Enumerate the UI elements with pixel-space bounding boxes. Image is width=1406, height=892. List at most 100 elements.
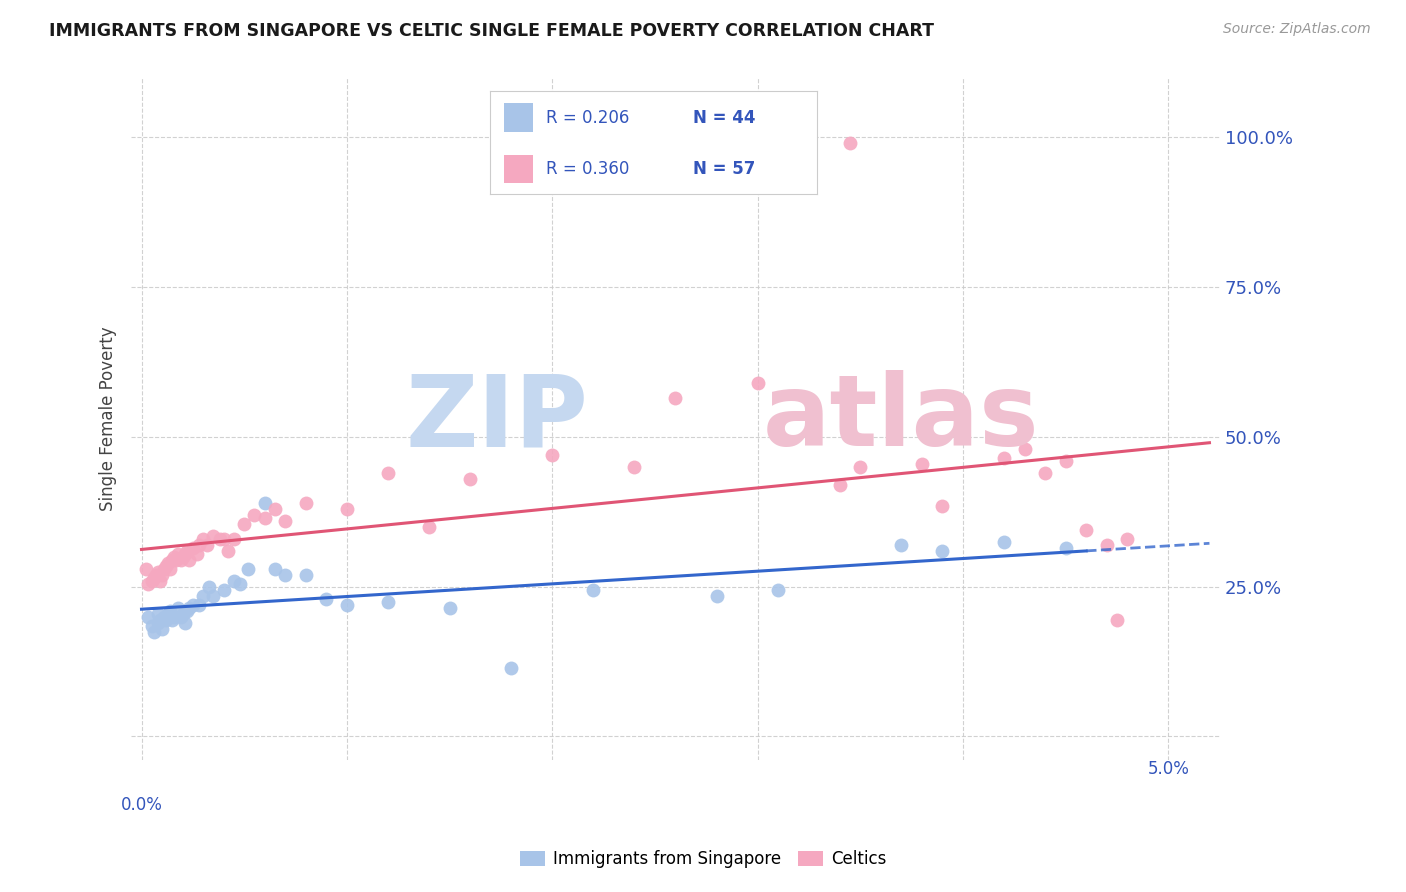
- Point: [176, 543, 198, 558]
- Point: [1054, 541, 1077, 555]
- Text: 5.0%: 5.0%: [1147, 760, 1189, 779]
- Point: [145, 567, 167, 582]
- Point: [177, 600, 200, 615]
- Point: [458, 472, 481, 486]
- Point: [188, 598, 211, 612]
- Point: [501, 660, 523, 674]
- Point: [188, 538, 211, 552]
- Point: [173, 615, 195, 630]
- Point: [1054, 454, 1077, 468]
- Point: [238, 562, 260, 576]
- Point: [377, 594, 399, 608]
- Point: [141, 618, 163, 632]
- Point: [167, 600, 190, 615]
- Point: [159, 562, 181, 576]
- Point: [198, 580, 221, 594]
- Point: [155, 558, 177, 573]
- Point: [176, 604, 198, 618]
- Point: [212, 532, 235, 546]
- Point: [253, 496, 276, 510]
- Point: [153, 609, 176, 624]
- Point: [141, 574, 163, 588]
- Point: [142, 624, 165, 639]
- Point: [911, 457, 934, 471]
- Point: [1076, 523, 1098, 537]
- Point: [150, 622, 173, 636]
- Point: [149, 613, 172, 627]
- Point: [177, 552, 200, 566]
- Point: [173, 547, 195, 561]
- Point: [993, 450, 1015, 465]
- Point: [890, 538, 912, 552]
- Point: [931, 543, 953, 558]
- Point: [766, 582, 789, 597]
- Point: [243, 508, 266, 522]
- Point: [418, 520, 440, 534]
- Legend: Immigrants from Singapore, Celtics: Immigrants from Singapore, Celtics: [513, 844, 893, 875]
- Point: [274, 567, 297, 582]
- Point: [439, 600, 461, 615]
- Point: [295, 496, 318, 510]
- Point: [153, 562, 176, 576]
- Point: [706, 589, 728, 603]
- Point: [208, 532, 231, 546]
- Point: [1014, 442, 1036, 456]
- Point: [212, 582, 235, 597]
- Point: [181, 598, 204, 612]
- Point: [202, 529, 225, 543]
- Point: [582, 582, 605, 597]
- Point: [541, 448, 564, 462]
- Point: [157, 556, 180, 570]
- Point: [162, 613, 184, 627]
- Point: [336, 501, 359, 516]
- Point: [217, 543, 239, 558]
- Text: IMMIGRANTS FROM SINGAPORE VS CELTIC SINGLE FEMALE POVERTY CORRELATION CHART: IMMIGRANTS FROM SINGAPORE VS CELTIC SING…: [49, 22, 934, 40]
- Point: [1105, 613, 1128, 627]
- Point: [849, 459, 872, 474]
- Point: [172, 549, 194, 564]
- Point: [146, 607, 169, 621]
- Point: [150, 567, 173, 582]
- Point: [336, 598, 359, 612]
- Point: [155, 613, 177, 627]
- Point: [162, 552, 184, 566]
- Point: [233, 516, 256, 531]
- Point: [828, 478, 851, 492]
- Point: [159, 604, 181, 618]
- Point: [146, 565, 169, 579]
- Point: [295, 567, 318, 582]
- Point: [377, 466, 399, 480]
- Point: [1095, 538, 1118, 552]
- Point: [191, 589, 214, 603]
- Point: [186, 547, 208, 561]
- Point: [202, 589, 225, 603]
- Point: [222, 532, 245, 546]
- Point: [264, 501, 287, 516]
- Point: [136, 609, 159, 624]
- Point: [315, 591, 337, 606]
- Point: [264, 562, 287, 576]
- Y-axis label: Single Female Poverty: Single Female Poverty: [100, 326, 117, 511]
- Text: Source: ZipAtlas.com: Source: ZipAtlas.com: [1223, 22, 1371, 37]
- Point: [163, 609, 186, 624]
- Point: [163, 549, 186, 564]
- Point: [157, 607, 180, 621]
- Point: [146, 615, 169, 630]
- Text: 0.0%: 0.0%: [121, 797, 163, 814]
- Point: [1033, 466, 1056, 480]
- Point: [191, 532, 214, 546]
- Point: [747, 376, 769, 390]
- Point: [229, 576, 252, 591]
- Point: [623, 459, 645, 474]
- Point: [931, 499, 953, 513]
- Point: [195, 538, 218, 552]
- Point: [172, 607, 194, 621]
- Point: [993, 534, 1015, 549]
- Point: [1116, 532, 1139, 546]
- Point: [274, 514, 297, 528]
- Point: [664, 391, 686, 405]
- Point: [169, 552, 191, 566]
- Point: [222, 574, 245, 588]
- Point: [169, 609, 191, 624]
- Point: [253, 510, 276, 524]
